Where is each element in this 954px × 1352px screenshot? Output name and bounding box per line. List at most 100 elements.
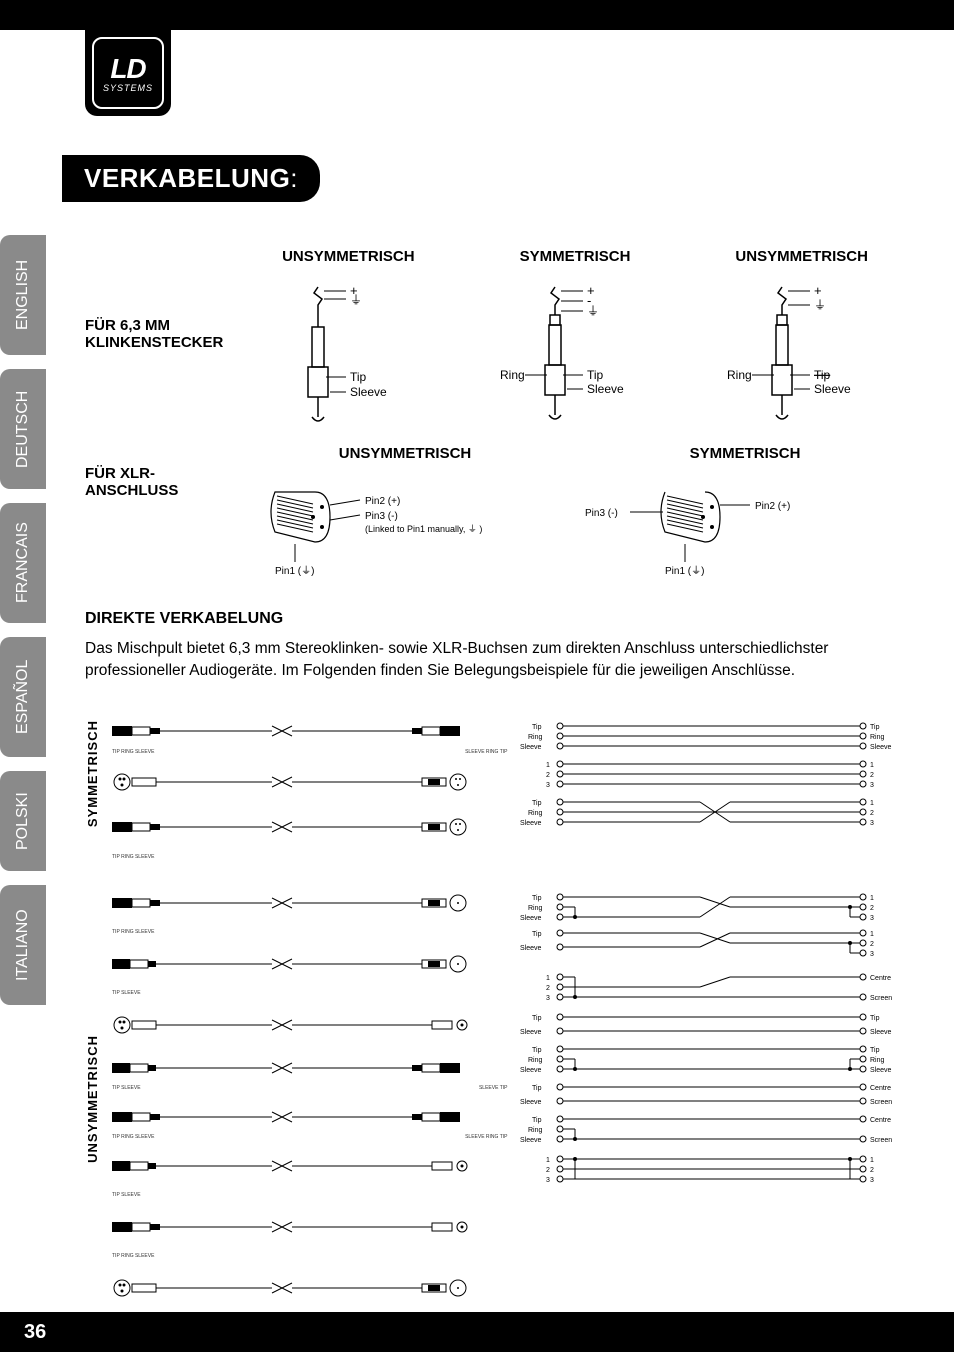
lang-tab-italiano[interactable]: ITALIANO bbox=[0, 885, 46, 1005]
col-header-unsym-2: UNSYMMETRISCH bbox=[688, 248, 915, 265]
svg-text:Tip: Tip bbox=[532, 895, 542, 902]
svg-text:1: 1 bbox=[546, 1157, 550, 1164]
svg-text:Ring: Ring bbox=[528, 1057, 543, 1064]
logo-sub: SYSTEMS bbox=[103, 83, 153, 93]
jack-side-label: FÜR 6,3 MMKLINKENSTECKER bbox=[85, 277, 235, 351]
lang-tab-francais[interactable]: FRANCAIS bbox=[0, 503, 46, 623]
svg-text:Ring: Ring bbox=[870, 1057, 885, 1064]
svg-text:Sleeve: Sleeve bbox=[520, 1067, 542, 1074]
col-header-unsym-1: UNSYMMETRISCH bbox=[235, 248, 462, 265]
sym-cable-trs-trs bbox=[112, 720, 472, 744]
svg-text:Tip: Tip bbox=[532, 1047, 542, 1054]
sym-cable-trs-xlr bbox=[112, 816, 472, 840]
svg-text:Centre: Centre bbox=[870, 975, 891, 982]
lang-tab-espanol[interactable]: ESPAÑOL bbox=[0, 637, 46, 757]
page-title: VERKABELUNG: bbox=[62, 155, 320, 202]
sym-schematic: Tip Ring Sleeve Tip Ring Sleeve 1 2 3 1 … bbox=[520, 720, 900, 830]
svg-text:3: 3 bbox=[546, 1177, 550, 1184]
svg-text:Ring: Ring bbox=[528, 905, 543, 912]
svg-text:2: 2 bbox=[546, 1167, 550, 1174]
lang-tab-english[interactable]: ENGLISH bbox=[0, 235, 46, 355]
col-header-sym: SYMMETRISCH bbox=[462, 248, 689, 265]
conn-label: SLEEVE RING TIP bbox=[465, 749, 507, 755]
unsym-cable-5 bbox=[112, 1107, 472, 1129]
svg-text:3: 3 bbox=[870, 782, 874, 789]
svg-text:3: 3 bbox=[546, 782, 550, 789]
svg-text:2: 2 bbox=[870, 941, 874, 948]
conn-label: SLEEVE RING TIP bbox=[465, 1134, 507, 1140]
svg-text:Centre: Centre bbox=[870, 1117, 891, 1124]
conn-label: TIP RING SLEEVE bbox=[112, 1253, 154, 1259]
svg-text:2: 2 bbox=[870, 772, 874, 779]
conn-label: TIP SLEEVE bbox=[112, 1192, 141, 1198]
svg-text:Screen: Screen bbox=[870, 1099, 892, 1106]
svg-text:Sleeve: Sleeve bbox=[520, 820, 542, 827]
svg-text:3: 3 bbox=[870, 951, 874, 958]
svg-text:Tip: Tip bbox=[814, 368, 831, 382]
svg-text:Screen: Screen bbox=[870, 995, 892, 1002]
svg-text:Tip: Tip bbox=[532, 1117, 542, 1124]
svg-text:2: 2 bbox=[870, 1167, 874, 1174]
svg-text:2: 2 bbox=[870, 810, 874, 817]
lang-tab-polski[interactable]: POLSKI bbox=[0, 771, 46, 871]
unsym-schematics: Tip Ring Sleeve 1 2 3 Tip Sleeve bbox=[520, 893, 900, 1223]
conn-label: SLEEVE TIP bbox=[479, 1085, 508, 1091]
conn-label: TIP RING SLEEVE bbox=[112, 854, 154, 860]
svg-text:Centre: Centre bbox=[870, 1085, 891, 1092]
sym-block-label: SYMMETRISCH bbox=[85, 720, 100, 827]
svg-text:Pin1 (⏚): Pin1 (⏚) bbox=[665, 565, 704, 577]
unsym-cable-2 bbox=[112, 954, 472, 976]
svg-text:Sleeve: Sleeve bbox=[520, 1099, 542, 1106]
svg-text:⏚: ⏚ bbox=[587, 304, 599, 318]
svg-text:Ring: Ring bbox=[500, 368, 525, 382]
svg-text:3: 3 bbox=[546, 995, 550, 1002]
xlr-unsym-diagram: Pin2 (+) Pin3 (-) (Linked to Pin1 manual… bbox=[235, 462, 555, 582]
svg-text:Tip: Tip bbox=[532, 1015, 542, 1022]
direct-paragraph: Das Mischpult bietet 6,3 mm Stereoklinke… bbox=[85, 638, 915, 683]
unsym-cable-4 bbox=[112, 1058, 472, 1080]
xlr-side-label: FÜR XLR-ANSCHLUSS bbox=[85, 445, 235, 499]
top-bar bbox=[0, 0, 954, 30]
lang-tab-deutsch[interactable]: DEUTSCH bbox=[0, 369, 46, 489]
svg-text:3: 3 bbox=[870, 915, 874, 922]
svg-text:+: + bbox=[814, 283, 822, 298]
svg-text:Tip: Tip bbox=[532, 724, 542, 731]
tip-label: Tip bbox=[350, 370, 367, 384]
svg-text:Pin2 (+): Pin2 (+) bbox=[365, 496, 400, 507]
svg-text:1: 1 bbox=[870, 1157, 874, 1164]
svg-text:Sleeve: Sleeve bbox=[870, 1067, 892, 1074]
svg-text:2: 2 bbox=[546, 772, 550, 779]
xlr-unsym-header: UNSYMMETRISCH bbox=[235, 445, 575, 462]
conn-label: TIP RING SLEEVE bbox=[112, 929, 154, 935]
svg-text:3: 3 bbox=[870, 820, 874, 827]
svg-text:Pin3 (-): Pin3 (-) bbox=[585, 508, 618, 519]
trs-bal-jack-diagram: + - ⏚ Ring Tip Sleeve bbox=[500, 277, 650, 427]
svg-text:Tip: Tip bbox=[870, 1015, 880, 1022]
svg-text:Sleeve: Sleeve bbox=[870, 744, 892, 751]
svg-text:Sleeve: Sleeve bbox=[814, 382, 851, 396]
direct-heading: DIREKTE VERKABELUNG bbox=[85, 610, 915, 628]
svg-text:Screen: Screen bbox=[870, 1137, 892, 1144]
svg-text:Sleeve: Sleeve bbox=[520, 945, 542, 952]
title-text: VERKABELUNG bbox=[84, 163, 290, 193]
svg-text:Pin1 (⏚): Pin1 (⏚) bbox=[275, 565, 314, 577]
conn-label: TIP SLEEVE bbox=[112, 1085, 141, 1091]
svg-text:⏚: ⏚ bbox=[814, 298, 826, 312]
svg-text:Sleeve: Sleeve bbox=[587, 382, 624, 396]
conn-label: TIP SLEEVE bbox=[112, 990, 141, 996]
sleeve-label: Sleeve bbox=[350, 385, 387, 399]
svg-text:⏚: ⏚ bbox=[350, 293, 362, 307]
svg-text:3: 3 bbox=[870, 1177, 874, 1184]
svg-text:Tip: Tip bbox=[870, 1047, 880, 1054]
logo-badge: LD SYSTEMS bbox=[85, 30, 171, 116]
unsym-cable-6 bbox=[112, 1156, 472, 1178]
ts-jack-diagram: + ⏚ Tip Sleeve bbox=[288, 277, 408, 427]
svg-text:1: 1 bbox=[870, 800, 874, 807]
sym-cable-xlr-xlr bbox=[112, 771, 472, 795]
xlr-sym-diagram: Pin2 (+) Pin3 (-) Pin1 (⏚) bbox=[575, 462, 895, 582]
trs-unbal-jack-diagram: + ⏚ Ring Tip Sleeve bbox=[727, 277, 877, 427]
svg-text:Tip: Tip bbox=[532, 800, 542, 807]
logo-main: LD bbox=[110, 53, 145, 85]
svg-text:Ring: Ring bbox=[528, 1127, 543, 1134]
svg-text:Sleeve: Sleeve bbox=[870, 1029, 892, 1036]
